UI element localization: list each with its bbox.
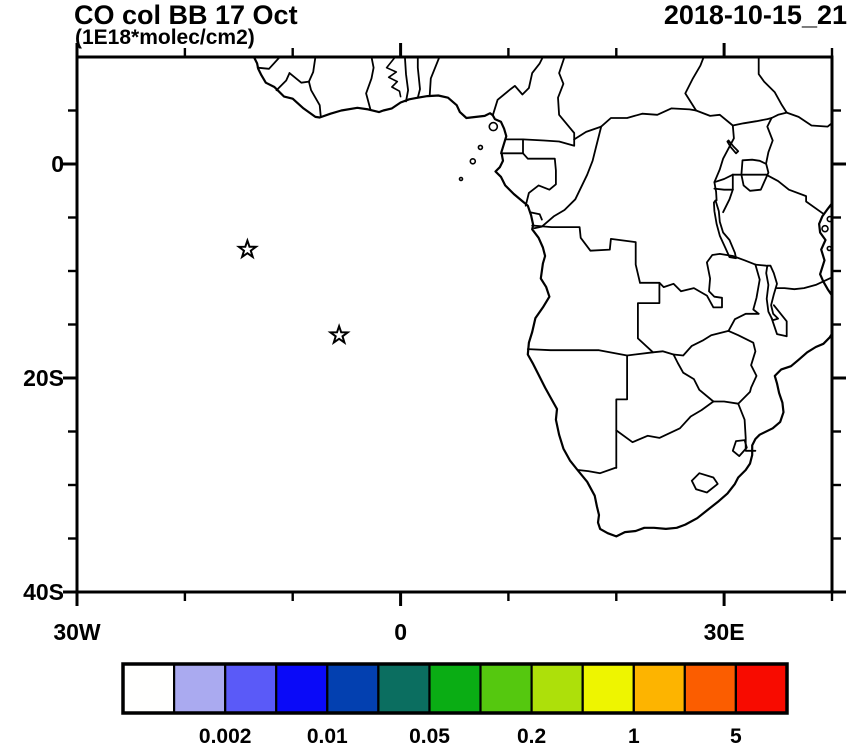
country-border-path	[531, 224, 641, 284]
country-border-path	[770, 304, 788, 338]
y-axis-label-20S: 20S	[23, 365, 64, 391]
coastline-path	[252, 57, 832, 538]
colorbar-label-0.2: 0.2	[517, 725, 546, 747]
colorbar-label-0.002: 0.002	[199, 725, 252, 747]
lake-outline-path	[740, 158, 770, 192]
country-border-path	[785, 111, 832, 128]
colorbar-cell	[683, 662, 737, 715]
country-border-path	[713, 181, 718, 202]
country-border-path	[690, 472, 719, 494]
country-border-path	[731, 117, 773, 127]
colorbar-cell	[479, 662, 533, 715]
country-border-path	[727, 312, 760, 332]
colorbar-outline	[121, 662, 789, 715]
country-border-path	[713, 173, 734, 184]
country-border-path	[529, 211, 543, 221]
colorbar-label-0.05: 0.05	[409, 725, 450, 747]
axis-ticks	[63, 43, 846, 606]
lake-outline-path	[713, 199, 737, 260]
island-principe	[477, 144, 484, 151]
country-border-path	[727, 330, 758, 405]
country-border-path	[718, 253, 768, 267]
colorbar-cell	[632, 662, 686, 715]
country-border-path	[522, 138, 576, 147]
colorbar-cell	[224, 662, 278, 715]
island-zanzibar	[821, 224, 829, 233]
country-border-path	[672, 330, 730, 357]
country-border-path	[533, 125, 603, 230]
island-bioko	[488, 121, 499, 132]
island-pemba	[826, 215, 832, 223]
colorbar-label-1: 1	[628, 725, 640, 747]
country-border-path	[684, 57, 705, 112]
country-border-path	[615, 400, 715, 444]
colorbar-cell	[581, 662, 635, 715]
country-border-path	[776, 276, 832, 291]
map-frame	[75, 55, 834, 594]
colorbar-label-5: 5	[730, 725, 742, 747]
country-border-path	[577, 467, 618, 475]
lake-outline-path	[726, 139, 740, 155]
plot-units-label: (1E18*molec/cm2)	[75, 26, 255, 49]
country-border-path	[731, 439, 748, 457]
country-border-path	[770, 111, 788, 119]
colorbar-label-0.01: 0.01	[307, 725, 348, 747]
y-axis-label-0: 0	[51, 151, 64, 177]
colorbar-cell	[121, 662, 176, 715]
station-star-marker	[236, 237, 259, 260]
country-border-path	[522, 152, 557, 207]
colorbar-cell	[275, 662, 329, 715]
lake-outline-path	[765, 264, 779, 322]
country-border-path	[573, 107, 697, 141]
country-border-path	[491, 57, 544, 117]
coastline-path	[818, 201, 832, 298]
country-border-path	[765, 117, 774, 164]
country-border-path	[365, 57, 375, 111]
colorbar-cell	[377, 662, 431, 715]
colorbar-cell	[326, 662, 380, 715]
country-border-path	[557, 57, 576, 141]
colorbar-cell	[173, 662, 227, 715]
island-annobon	[458, 176, 464, 182]
country-border-path	[695, 109, 735, 184]
x-axis-label-30E: 30E	[704, 619, 745, 645]
colorbar: 0.002 0.01 0.05 0.2 1 5	[121, 662, 789, 747]
country-border-path	[712, 400, 740, 405]
colorbar-cell	[428, 662, 482, 715]
country-border-path	[288, 72, 310, 84]
country-border-path	[404, 57, 409, 103]
country-border-path	[713, 187, 734, 191]
country-border-path	[416, 57, 421, 99]
country-border-path	[308, 57, 317, 83]
plot-title: CO col BB 17 Oct	[74, 0, 298, 30]
country-border-path	[765, 173, 825, 215]
country-border-path	[752, 263, 761, 315]
country-border-path	[757, 57, 788, 114]
country-border-path	[672, 353, 715, 403]
country-border-path	[256, 57, 281, 70]
x-axis-label-0: 0	[394, 619, 407, 645]
country-border-path	[275, 72, 291, 92]
x-axis-label-30W: 30W	[53, 619, 101, 645]
country-border-path	[658, 253, 723, 309]
country-border-path	[737, 402, 757, 452]
colorbar-cell	[734, 662, 789, 715]
country-border-path	[722, 188, 734, 214]
country-border-path	[500, 138, 524, 155]
island-sao-tome	[469, 158, 477, 165]
y-axis-label-40S: 40S	[23, 579, 64, 605]
country-border-path	[615, 354, 628, 469]
country-border-path	[428, 57, 441, 97]
country-border-path	[637, 281, 661, 354]
station-star-marker	[327, 323, 351, 345]
colorbar-cell	[530, 662, 584, 715]
geography-layer	[252, 57, 832, 538]
plot-datetime: 2018-10-15_21	[663, 0, 847, 30]
river-path	[385, 57, 402, 98]
country-border-path	[308, 80, 322, 118]
